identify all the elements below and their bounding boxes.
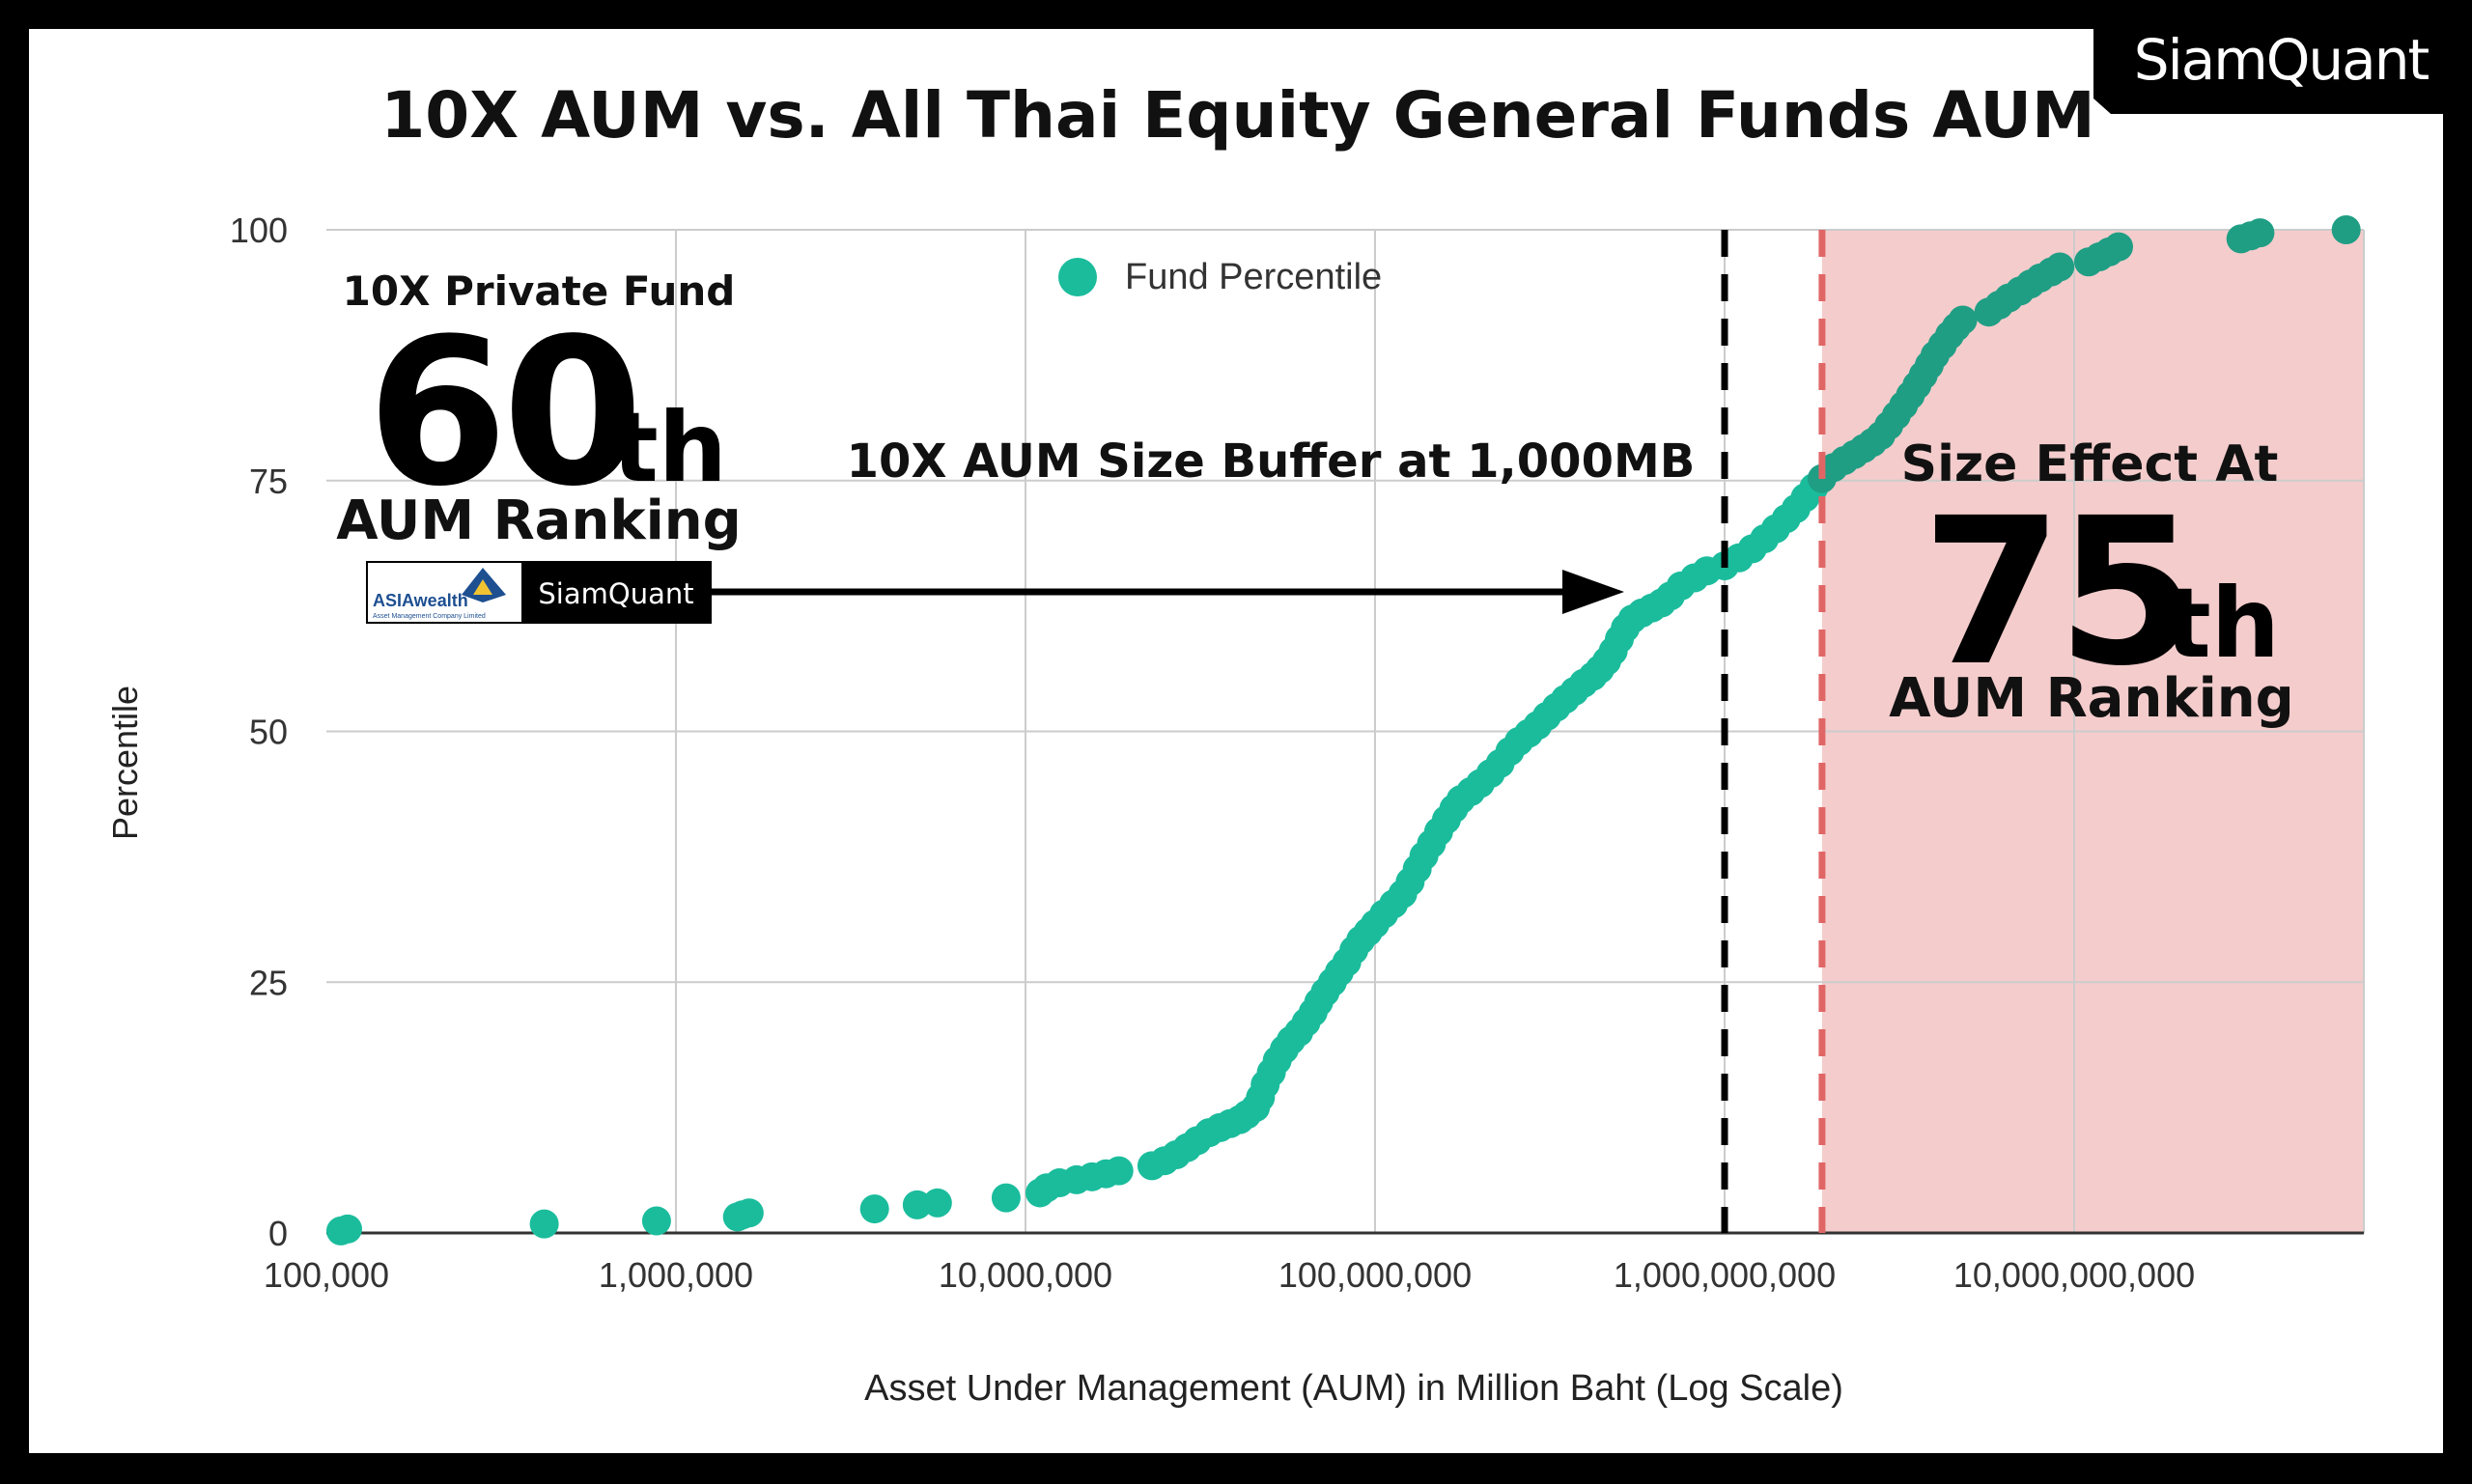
y-axis-label: Percentile: [105, 686, 145, 840]
buffer-label: 10X AUM Size Buffer at 1,000MB: [847, 434, 1696, 489]
data-point: [2331, 215, 2361, 244]
x-tick-label: 10,000,000: [939, 1255, 1112, 1295]
data-point: [332, 1214, 362, 1244]
buffer-arrow: [711, 570, 1624, 614]
y-tick-label: 100: [230, 210, 288, 250]
x-tick-label: 100,000,000: [1278, 1255, 1472, 1295]
badge-left-logo-text: ASIAwealth: [373, 591, 468, 610]
left-annotation-line1: 10X Private Fund: [343, 267, 736, 315]
x-tick-label: 100,000: [264, 1255, 389, 1295]
fund-percentile-points: [325, 215, 2361, 1246]
partner-badge: ASIAwealth Asset Management Company Limi…: [366, 561, 712, 624]
right-annotation-suffix: th: [2165, 567, 2280, 680]
badge-left-logo-subtext: Asset Management Company Limited: [373, 613, 486, 620]
data-point: [2045, 252, 2075, 282]
legend-marker: [1058, 258, 1097, 296]
y-tick-labels: 0 25 50 75 100: [230, 210, 288, 1253]
data-point: [991, 1183, 1021, 1213]
data-point: [641, 1206, 671, 1236]
right-annotation: Size Effect At 75 th AUM Ranking: [1889, 435, 2293, 730]
legend: Fund Percentile: [1058, 257, 1382, 297]
right-annotation-number: 75: [1922, 474, 2192, 711]
x-tick-label: 1,000,000,000: [1614, 1255, 1836, 1295]
arrow-head-icon: [1562, 570, 1624, 614]
data-point: [1948, 305, 1978, 335]
data-point: [734, 1198, 764, 1228]
data-point: [2104, 232, 2134, 262]
logo-text: SiamQuant: [2134, 27, 2430, 93]
data-point: [859, 1194, 889, 1224]
left-annotation-line3: AUM Ranking: [336, 490, 741, 552]
right-annotation-line3: AUM Ranking: [1889, 667, 2293, 730]
data-point: [529, 1209, 559, 1239]
y-tick-label: 25: [249, 963, 288, 1002]
left-annotation-number: 60: [367, 294, 637, 531]
data-point: [2245, 218, 2275, 248]
left-annotation: 10X Private Fund 60 th AUM Ranking: [336, 267, 741, 552]
right-annotation-line1: Size Effect At: [1901, 435, 2279, 493]
y-tick-label: 0: [268, 1214, 288, 1253]
data-point: [922, 1188, 952, 1218]
x-axis-label: Asset Under Management (AUM) in Million …: [864, 1368, 1843, 1409]
chart-title: 10X AUM vs. All Thai Equity General Fund…: [380, 78, 2094, 153]
left-annotation-suffix: th: [612, 391, 727, 504]
badge-right-text: SiamQuant: [538, 577, 693, 610]
x-tick-labels: 100,000 1,000,000 10,000,000 100,000,000 1,0…: [264, 1255, 2195, 1295]
y-tick-label: 75: [249, 462, 288, 501]
legend-label: Fund Percentile: [1125, 257, 1382, 297]
x-tick-label: 1,000,000: [599, 1255, 753, 1295]
data-point: [1104, 1156, 1134, 1186]
y-tick-label: 50: [249, 713, 288, 752]
siamquant-logo: SiamQuant: [2093, 27, 2443, 114]
x-tick-label: 10,000,000,000: [1953, 1255, 2195, 1295]
